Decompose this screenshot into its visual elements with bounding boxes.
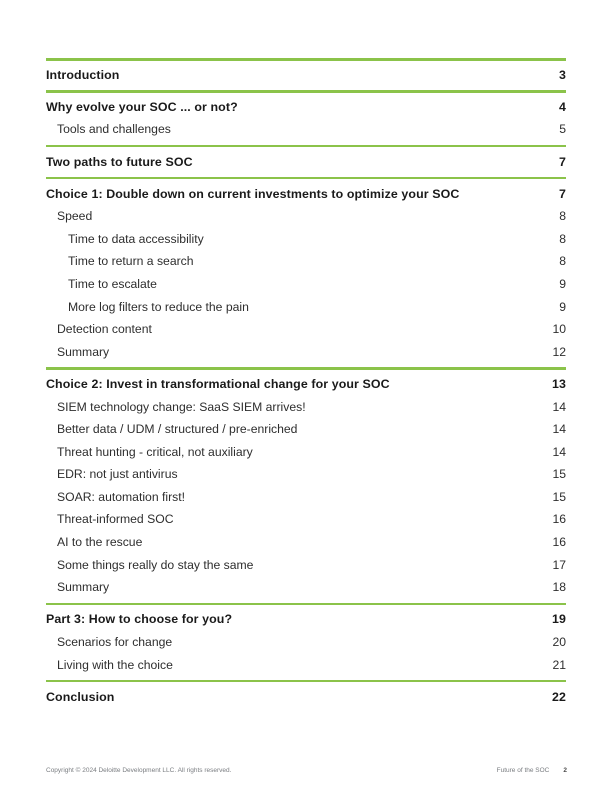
toc-entry-page: 9 [559,299,566,314]
toc-entry-label: Tools and challenges [57,122,171,137]
toc-entry[interactable]: Part 3: How to choose for you? 19 [46,608,566,631]
toc-entry-label: SIEM technology change: SaaS SIEM arrive… [57,399,306,414]
toc-entry[interactable]: Tools and challenges 5 [46,118,566,141]
toc-entry-page: 7 [559,154,566,169]
toc-entry-label: More log filters to reduce the pain [68,299,249,314]
toc-entry[interactable]: Introduction 3 [46,64,566,87]
toc-entry-page: 18 [552,580,566,595]
toc-entry-page: 15 [552,467,566,482]
toc-entry[interactable]: Time to escalate 9 [46,273,566,296]
toc-entry-label: Living with the choice [57,657,173,672]
toc-entry-page: 4 [559,99,566,114]
toc-entry-label: Some things really do stay the same [57,557,254,572]
toc-entry-label: Time to return a search [68,254,194,269]
toc-entry-page: 16 [552,535,566,550]
toc-entry-label: SOAR: automation first! [57,489,186,504]
toc-entry[interactable]: Summary 12 [46,341,566,364]
toc-entry-page: 16 [552,512,566,527]
section-divider [46,367,566,370]
toc-entry-page: 22 [552,689,566,704]
toc-entry-label: Speed [57,209,93,224]
toc-entry-label: Detection content [57,322,152,337]
toc-entry[interactable]: EDR: not just antivirus 15 [46,463,566,486]
toc-entry-page: 21 [552,657,566,672]
toc-entry[interactable]: Summary 18 [46,576,566,599]
toc-list: Introduction 3 Why evolve your SOC ... o… [46,54,566,708]
toc-entry[interactable]: Detection content 10 [46,318,566,341]
toc-entry[interactable]: Time to return a search 8 [46,250,566,273]
toc-entry-label: Better data / UDM / structured / pre-enr… [57,422,298,437]
toc-entry[interactable]: Speed 8 [46,205,566,228]
toc-entry-page: 3 [559,67,566,82]
page-footer: Copyright © 2024 Deloitte Development LL… [46,767,567,774]
section-divider [46,679,566,683]
toc-entry-label: Threat hunting - critical, not auxiliary [57,444,253,459]
footer-right: Future of the SOC 2 [497,767,567,774]
toc-entry-page: 14 [552,399,566,414]
toc-entry-page: 7 [559,186,566,201]
toc-entry[interactable]: Conclusion 22 [46,685,566,708]
toc-entry-label: Summary [57,344,110,359]
section-divider [46,176,566,180]
toc-entry-page: 14 [552,444,566,459]
toc-entry[interactable]: Threat hunting - critical, not auxiliary… [46,440,566,463]
toc-entry[interactable]: More log filters to reduce the pain 9 [46,295,566,318]
toc-entry[interactable]: Better data / UDM / structured / pre-enr… [46,418,566,441]
toc-entry-label: Scenarios for change [57,634,173,649]
toc-entry-label: Why evolve your SOC ... or not? [46,99,238,114]
footer-copyright: Copyright © 2024 Deloitte Development LL… [46,767,232,774]
toc-entry-page: 8 [559,209,566,224]
footer-doc-title: Future of the SOC [496,767,550,774]
toc-entry-page: 8 [559,231,566,246]
toc-entry-page: 5 [559,122,566,137]
toc-entry-label: EDR: not just antivirus [57,467,178,482]
toc-entry-label: Time to data accessibility [68,231,204,246]
toc-entry-page: 15 [552,489,566,504]
section-divider [46,90,566,93]
toc-entry[interactable]: Why evolve your SOC ... or not? 4 [46,96,566,119]
toc-entry-label: Introduction [46,67,120,82]
section-divider [46,58,566,61]
toc-entry-label: Conclusion [46,689,115,704]
toc-entry-page: 8 [559,254,566,269]
toc-entry[interactable]: Living with the choice 21 [46,653,566,676]
toc-entry[interactable]: SIEM technology change: SaaS SIEM arrive… [46,395,566,418]
section-divider [46,602,566,606]
toc-entry-label: Part 3: How to choose for you? [46,612,233,627]
toc-entry-page: 19 [552,612,566,627]
toc-entry[interactable]: Time to data accessibility 8 [46,228,566,251]
toc-entry[interactable]: Scenarios for change 20 [46,631,566,654]
toc-entry-page: 12 [552,344,566,359]
toc-entry-label: Summary [57,580,110,595]
toc-entry-page: 17 [552,557,566,572]
toc-entry-page: 9 [559,277,566,292]
toc-entry-page: 13 [552,376,566,391]
toc-entry[interactable]: Threat-informed SOC 16 [46,508,566,531]
toc-entry-label: Choice 1: Double down on current investm… [46,186,460,201]
toc-entry[interactable]: Some things really do stay the same 17 [46,553,566,576]
toc-entry[interactable]: AI to the rescue 16 [46,531,566,554]
footer-page-number: 2 [563,767,567,774]
toc-entry-label: Choice 2: Invest in transformational cha… [46,376,390,391]
toc-entry-page: 14 [552,422,566,437]
toc-entry[interactable]: Two paths to future SOC 7 [46,150,566,173]
toc-entry-label: Two paths to future SOC [46,154,193,169]
section-divider [46,144,566,148]
toc-entry-label: Threat-informed SOC [57,512,174,527]
toc-entry[interactable]: Choice 1: Double down on current investm… [46,182,566,205]
toc-entry-label: AI to the rescue [57,535,143,550]
toc-entry[interactable]: SOAR: automation first! 15 [46,486,566,509]
toc-entry-label: Time to escalate [68,277,157,292]
toc-entry-page: 20 [552,634,566,649]
toc-entry[interactable]: Choice 2: Invest in transformational cha… [46,373,566,396]
toc-entry-page: 10 [552,322,566,337]
